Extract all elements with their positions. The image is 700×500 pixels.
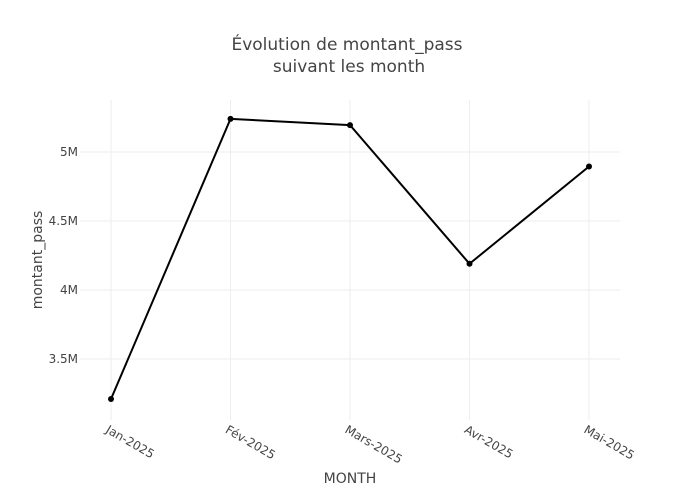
y-tick-label: 4.5M xyxy=(49,214,78,228)
data-point xyxy=(108,396,114,403)
y-tick-label: 4M xyxy=(60,283,78,297)
data-point xyxy=(466,260,473,267)
x-tick-label: Jan-2025 xyxy=(103,422,157,461)
data-point xyxy=(347,122,353,129)
x-tick-label: Mars-2025 xyxy=(343,422,405,466)
series-montant-pass xyxy=(108,115,592,403)
x-tick-label: Fév-2025 xyxy=(223,422,278,462)
x-tick-label: Avr-2025 xyxy=(462,422,515,461)
x-axis-ticks: Jan-2025 Fév-2025 Mars-2025 Avr-2025 Mai-202… xyxy=(103,422,637,467)
data-point xyxy=(227,115,234,122)
y-tick-label: 5M xyxy=(60,145,78,159)
chart-title-line-2: suivant les month xyxy=(273,57,425,77)
data-point xyxy=(586,163,592,170)
x-tick-label: Mai-2025 xyxy=(582,422,637,462)
y-axis-title: montant_pass xyxy=(30,211,46,310)
grid xyxy=(80,100,620,420)
x-axis-title: MONTH xyxy=(324,471,377,487)
y-tick-label: 3.5M xyxy=(49,352,78,366)
chart-title-line-1: Évolution de montant_pass xyxy=(231,33,462,55)
y-axis-ticks: 3.5M 4M 4.5M 5M xyxy=(49,145,78,366)
